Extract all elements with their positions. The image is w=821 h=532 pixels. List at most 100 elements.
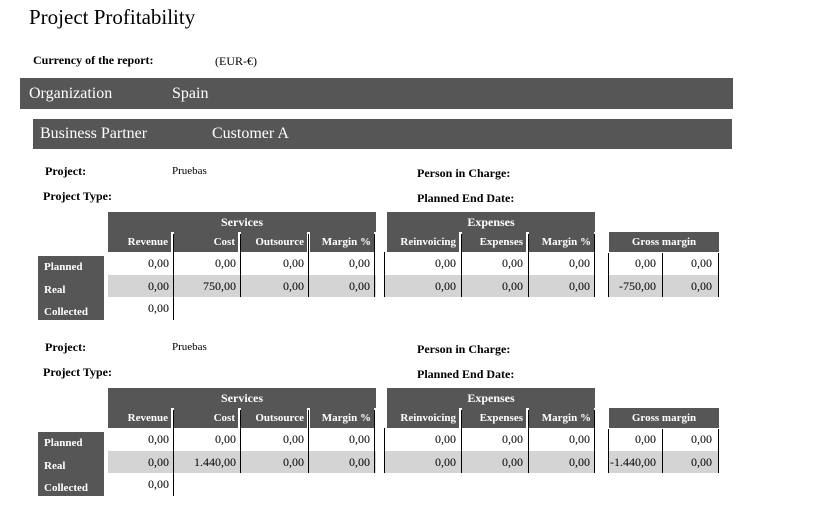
column-divider	[662, 253, 663, 297]
cell-real-services-margin: 0,00	[349, 455, 370, 469]
cell-real-expenses-margin: 0,00	[569, 279, 590, 293]
cell-real-revenue: 0,00	[148, 455, 169, 469]
column-divider	[528, 234, 529, 297]
cell-planned-services-margin: 0,00	[349, 256, 370, 270]
cell-planned-services-margin: 0,00	[349, 432, 370, 446]
project-section-1: Project: Pruebas Person in Charge: Proje…	[0, 164, 821, 374]
row-label-collected: Collected	[44, 482, 88, 494]
real-row-background	[608, 451, 719, 473]
cell-planned-cost: 0,00	[215, 432, 236, 446]
col-header-outsource: Outsource	[241, 232, 307, 252]
column-divider	[374, 410, 375, 473]
cell-planned-revenue: 0,00	[148, 256, 169, 270]
cell-collected-revenue: 0,00	[148, 301, 169, 315]
project-label: Project:	[45, 340, 87, 354]
cell-real-reinvoicing: 0,00	[435, 279, 456, 293]
row-label-block	[38, 256, 104, 320]
cell-real-gross-margin-2: 0,00	[691, 455, 712, 469]
column-divider	[608, 429, 609, 473]
col-header-expenses-margin: Margin %	[529, 408, 594, 428]
planned-end-date-label: Planned End Date:	[417, 367, 515, 381]
real-row-background	[384, 451, 595, 473]
project-type-label: Project Type:	[43, 189, 112, 203]
column-divider	[384, 252, 385, 297]
col-header-reinvoicing: Reinvoicing	[387, 408, 459, 428]
business-partner-bar: Business Partner Customer A	[33, 119, 732, 149]
column-divider	[461, 410, 462, 473]
cell-planned-reinvoicing: 0,00	[435, 256, 456, 270]
column-divider	[594, 410, 595, 473]
business-partner-value: Customer A	[212, 125, 289, 142]
cell-planned-gross-margin-1: 0,00	[635, 256, 656, 270]
col-header-outsource: Outsource	[241, 408, 307, 428]
project-value: Pruebas	[172, 341, 207, 353]
column-divider	[240, 410, 241, 473]
column-divider	[662, 429, 663, 473]
column-divider	[461, 234, 462, 297]
cell-planned-expenses-margin: 0,00	[569, 432, 590, 446]
cell-real-cost: 750,00	[203, 279, 236, 293]
planned-end-date-label: Planned End Date:	[417, 191, 515, 205]
currency-label: Currency of the report:	[33, 53, 154, 67]
col-header-cost: Cost	[174, 232, 238, 252]
organization-bar: Organization Spain	[20, 78, 733, 109]
cell-real-revenue: 0,00	[148, 279, 169, 293]
col-header-revenue: Revenue	[108, 408, 171, 428]
services-group-header: Services	[108, 388, 376, 408]
cell-planned-expenses-margin: 0,00	[569, 256, 590, 270]
column-divider	[528, 410, 529, 473]
cell-planned-revenue: 0,00	[148, 432, 169, 446]
cell-real-gross-margin-1: -1.440,00	[610, 455, 656, 469]
cell-real-outsource: 0,00	[283, 455, 304, 469]
gross-margin-header: Gross margin	[609, 232, 719, 252]
column-divider	[718, 253, 719, 297]
cell-collected-revenue: 0,00	[148, 477, 169, 491]
cell-planned-gross-margin-2: 0,00	[691, 432, 712, 446]
organization-label: Organization	[29, 85, 113, 102]
col-header-reinvoicing: Reinvoicing	[387, 232, 459, 252]
real-row-background	[384, 275, 595, 297]
column-divider	[594, 234, 595, 297]
col-header-expenses-margin: Margin %	[529, 232, 594, 252]
real-row-background	[608, 275, 719, 297]
project-section-2: Project: Pruebas Person in Charge: Proje…	[0, 340, 821, 532]
column-divider	[308, 234, 309, 297]
cell-planned-outsource: 0,00	[283, 256, 304, 270]
services-group-header: Services	[108, 212, 376, 232]
column-divider	[608, 253, 609, 297]
cell-real-expenses: 0,00	[502, 455, 523, 469]
cell-real-gross-margin-2: 0,00	[691, 279, 712, 293]
row-label-real: Real	[44, 460, 66, 472]
cell-real-services-margin: 0,00	[349, 279, 370, 293]
col-header-expenses: Expenses	[462, 232, 526, 252]
cell-real-expenses: 0,00	[502, 279, 523, 293]
business-partner-label: Business Partner	[40, 125, 148, 142]
currency-value: (EUR-€)	[215, 54, 257, 68]
row-label-collected: Collected	[44, 306, 88, 318]
column-divider	[374, 234, 375, 297]
project-value: Pruebas	[172, 165, 207, 177]
column-divider	[384, 428, 385, 473]
row-label-block	[38, 432, 104, 496]
col-header-services-margin: Margin %	[310, 408, 374, 428]
column-divider	[308, 410, 309, 473]
expenses-group-header: Expenses	[387, 212, 595, 232]
row-label-real: Real	[44, 284, 66, 296]
cell-planned-reinvoicing: 0,00	[435, 432, 456, 446]
cell-planned-cost: 0,00	[215, 256, 236, 270]
column-divider	[173, 410, 174, 496]
page-title: Project Profitability	[29, 5, 196, 29]
cell-planned-gross-margin-1: 0,00	[635, 432, 656, 446]
cell-real-reinvoicing: 0,00	[435, 455, 456, 469]
person-in-charge-label: Person in Charge:	[417, 342, 511, 356]
cell-real-cost: 1.440,00	[194, 455, 236, 469]
row-label-planned: Planned	[44, 261, 83, 273]
organization-value: Spain	[172, 85, 209, 102]
row-label-planned: Planned	[44, 437, 83, 449]
column-divider	[718, 429, 719, 473]
column-divider	[173, 234, 174, 320]
cell-planned-expenses: 0,00	[502, 432, 523, 446]
gross-margin-header: Gross margin	[609, 408, 719, 428]
cell-real-gross-margin-1: -750,00	[619, 279, 656, 293]
